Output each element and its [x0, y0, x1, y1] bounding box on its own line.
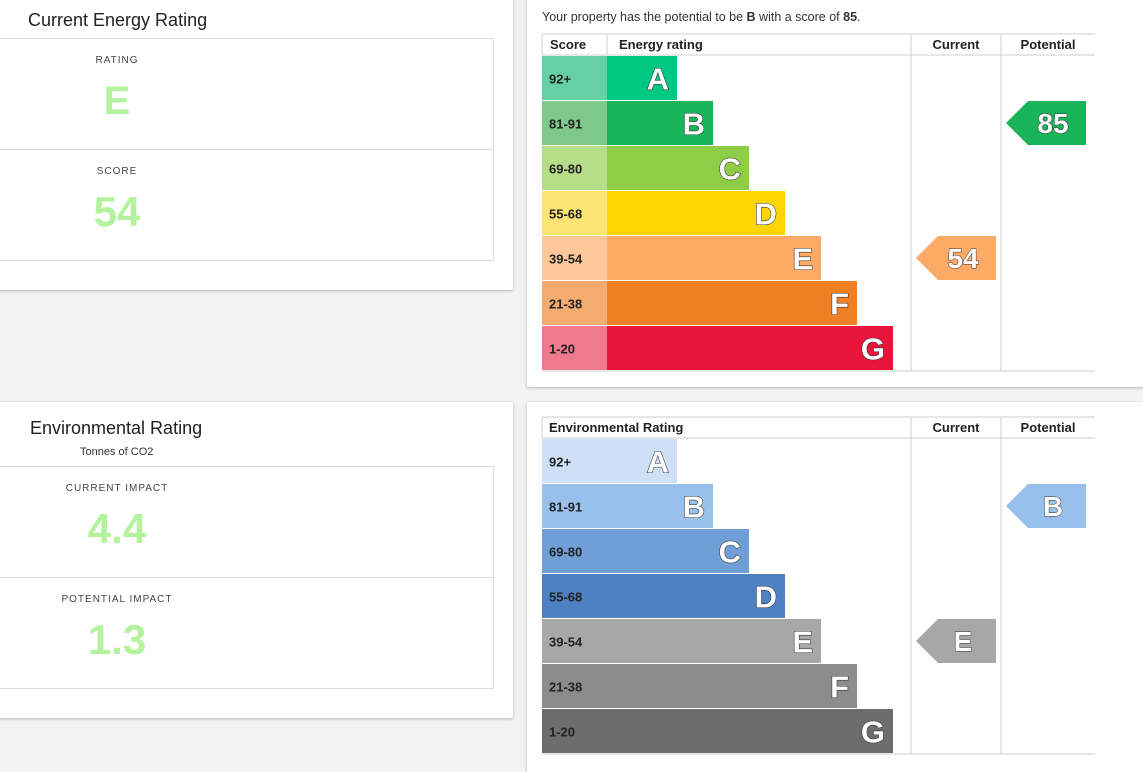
band-range-e: 39-54: [549, 635, 583, 650]
band-letter-c: C: [719, 535, 741, 570]
band-range-a: 92+: [549, 455, 571, 470]
band-range-c: 69-80: [549, 162, 582, 177]
potential-header: Potential: [1021, 420, 1076, 435]
band-range-f: 21-38: [549, 297, 582, 312]
band-letter-g: G: [861, 332, 885, 367]
potential-impact-value: 1.3: [87, 616, 147, 663]
energy-rating-chart: Score Energy rating Current Potential 92+ A 81…: [541, 33, 1095, 372]
band-range-b: 81-91: [549, 117, 582, 132]
potential-rating-label: 85: [1037, 108, 1068, 139]
band-range-d: 55-68: [549, 590, 582, 605]
band-range-c: 69-80: [549, 545, 582, 560]
band-range-g: 1-20: [549, 725, 575, 740]
band-bar-b: [607, 101, 713, 145]
band-letter-d: D: [755, 580, 777, 615]
environment-card-subtitle: Tonnes of CO2: [80, 446, 154, 458]
band-bar-c: [542, 529, 749, 573]
band-bar-e: [607, 236, 821, 280]
band-bar-g: [607, 326, 893, 370]
current-header: Current: [933, 37, 981, 52]
band-letter-a: A: [647, 445, 669, 480]
score-value: 54: [93, 188, 141, 235]
current-rating-label: 54: [947, 243, 979, 274]
band-letter-b: B: [683, 490, 705, 525]
energy-rating-card: Current Energy Rating RATING E SCORE 54: [0, 0, 513, 290]
current-rating-arrow: [916, 236, 996, 280]
band-letter-a: A: [647, 62, 669, 97]
band-bar-e: [542, 619, 821, 663]
current-rating-arrow: [916, 619, 996, 663]
score-header: Score: [550, 37, 586, 52]
score-label: SCORE: [96, 166, 138, 177]
potential-impact-label: POTENTIAL IMPACT: [61, 594, 173, 605]
band-letter-d: D: [755, 197, 777, 232]
potential-rating-arrow: [1006, 101, 1086, 145]
potential-summary: Your property has the potential to be B …: [542, 10, 861, 24]
environment-card-title: Environmental Rating: [30, 418, 203, 438]
potential-rating-arrow: [1006, 484, 1086, 528]
current-impact-value: 4.4: [87, 505, 147, 552]
band-bar-a: [607, 56, 677, 100]
band-letter-f: F: [830, 287, 849, 322]
score-cell-d: [542, 191, 607, 235]
rating-box: RATING E: [0, 38, 494, 150]
band-bar-d: [607, 191, 785, 235]
band-range-d: 55-68: [549, 207, 582, 222]
environmental-chart-card: Environmental Rating Current Potential 92+ A…: [527, 402, 1143, 772]
band-letter-g: G: [861, 715, 885, 750]
rating-value: E: [103, 79, 131, 123]
score-cell-g: [542, 326, 607, 370]
current-header: Current: [933, 420, 981, 435]
potential-header: Potential: [1021, 37, 1076, 52]
potential-impact-box: POTENTIAL IMPACT 1.3: [0, 577, 494, 689]
rating-header: Environmental Rating: [549, 420, 683, 435]
band-bar-b: [542, 484, 713, 528]
current-impact-label: CURRENT IMPACT: [65, 483, 169, 494]
band-letter-c: C: [719, 152, 741, 187]
score-cell-c: [542, 146, 607, 190]
score-cell-a: [542, 56, 607, 100]
energy-card-title: Current Energy Rating: [28, 10, 208, 30]
environmental-rating-chart: Environmental Rating Current Potential 92+ A…: [541, 416, 1095, 755]
rating-label: RATING: [95, 55, 139, 66]
band-range-g: 1-20: [549, 342, 575, 357]
energy-chart-card: Your property has the potential to be B …: [527, 0, 1143, 387]
potential-summary-middle: with a score of: [755, 10, 844, 24]
band-bar-d: [542, 574, 785, 618]
score-box: SCORE 54: [0, 149, 494, 261]
band-range-b: 81-91: [549, 500, 582, 515]
score-cell-f: [542, 281, 607, 325]
score-cell-e: [542, 236, 607, 280]
band-bar-f: [542, 664, 857, 708]
rating-header: Energy rating: [619, 37, 703, 52]
potential-summary-suffix: .: [857, 10, 861, 24]
band-letter-e: E: [792, 625, 813, 660]
potential-summary-prefix: Your property has the potential to be: [542, 10, 747, 24]
score-cell-b: [542, 101, 607, 145]
current-rating-label: E: [954, 626, 973, 657]
band-range-f: 21-38: [549, 680, 582, 695]
band-bar-g: [542, 709, 893, 753]
potential-summary-rating: B: [746, 10, 756, 24]
band-bar-f: [607, 281, 857, 325]
potential-summary-score: 85: [843, 10, 858, 24]
potential-rating-label: B: [1043, 491, 1063, 522]
band-range-e: 39-54: [549, 252, 583, 267]
band-letter-b: B: [683, 107, 705, 142]
band-range-a: 92+: [549, 72, 571, 87]
band-letter-e: E: [792, 242, 813, 277]
environmental-rating-card: Environmental Rating Tonnes of CO2 CURRE…: [0, 402, 513, 718]
band-bar-c: [607, 146, 749, 190]
current-impact-box: CURRENT IMPACT 4.4: [0, 466, 494, 578]
band-bar-a: [542, 439, 677, 483]
band-letter-f: F: [830, 670, 849, 705]
